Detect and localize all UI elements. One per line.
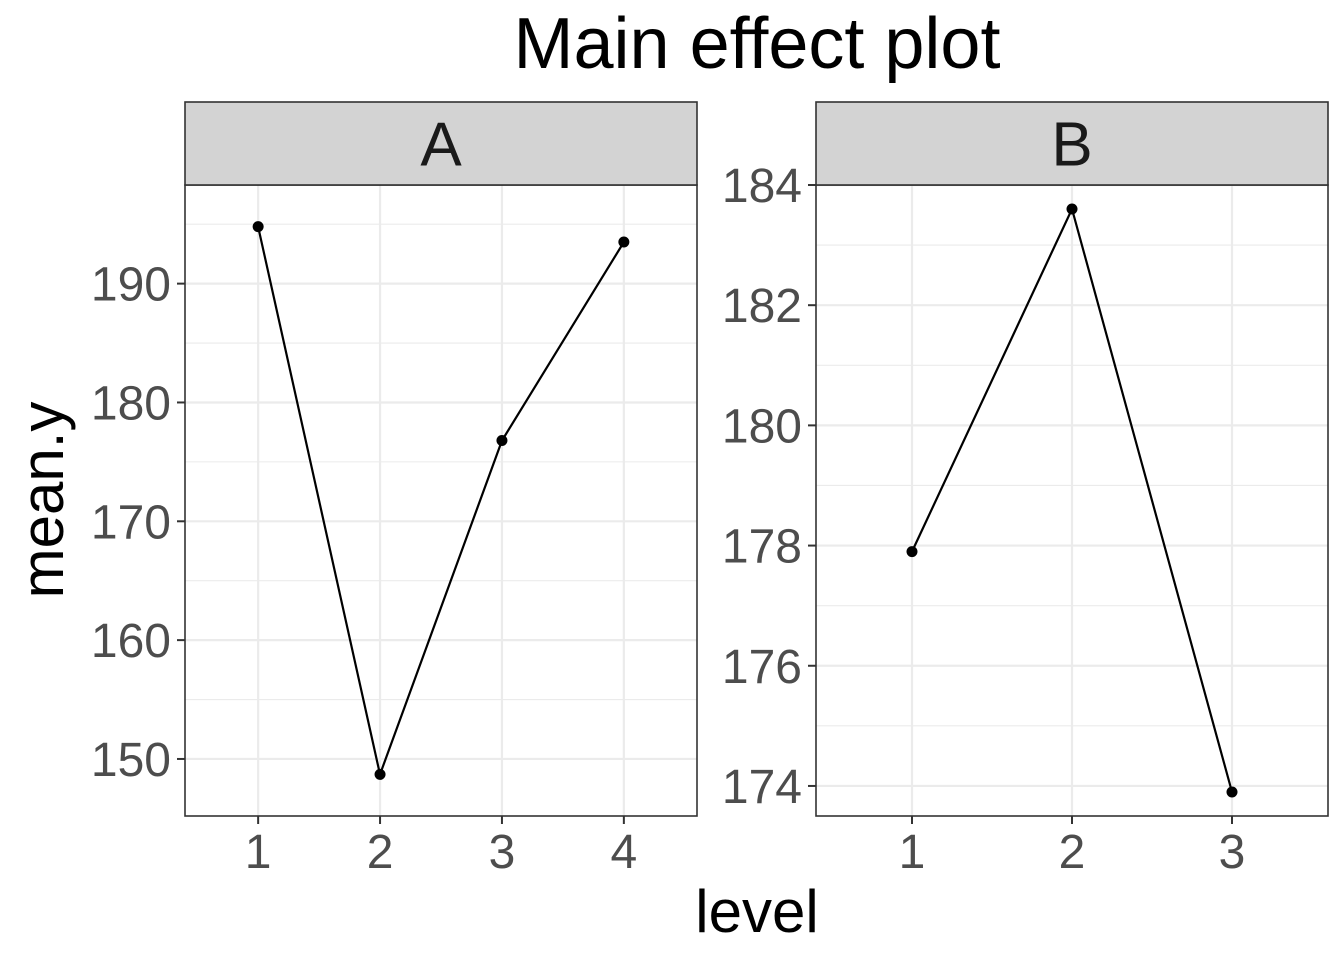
- data-point: [374, 768, 386, 780]
- y-tick-label: 180: [722, 400, 802, 453]
- x-tick-label: 1: [899, 826, 926, 879]
- y-tick-label: 184: [722, 160, 802, 213]
- x-axis-title: level: [695, 878, 818, 945]
- y-axis-title: mean.y: [9, 402, 76, 599]
- data-point: [252, 221, 264, 233]
- chart-title: Main effect plot: [514, 4, 1001, 84]
- facet-strip-label: B: [1051, 111, 1092, 180]
- facet-panels: A 150 160 170 180 190 1 2 3 4 B 174 176 178 180 182 184 1…: [91, 101, 1329, 879]
- y-tick-label: 180: [91, 377, 171, 430]
- y-tick-label: 190: [91, 259, 171, 312]
- x-tick-label: 2: [367, 826, 394, 879]
- series-line: [257, 226, 625, 779]
- data-point: [906, 546, 918, 558]
- facet-strip: [815, 101, 1329, 186]
- x-tick-label: 2: [1059, 826, 1086, 879]
- facet-panel-a: A 150 160 170 180 190 1 2 3 4: [91, 101, 698, 879]
- data-point: [496, 434, 508, 446]
- x-tick-label: 3: [489, 826, 516, 879]
- y-tick-label: 170: [91, 496, 171, 549]
- y-tick-label: 150: [91, 734, 171, 787]
- data-point: [1066, 203, 1078, 215]
- y-tick-label: 182: [722, 280, 802, 333]
- y-tick-label: 176: [722, 641, 802, 694]
- x-tick-label: 3: [1219, 826, 1246, 879]
- x-tick-label: 1: [245, 826, 272, 879]
- y-tick-label: 178: [722, 521, 802, 574]
- y-tick-label: 174: [722, 761, 802, 814]
- facet-panel-b: B 174 176 178 180 182 184 1 2 3: [722, 101, 1329, 879]
- y-tick-label: 160: [91, 615, 171, 668]
- facet-strip: [184, 101, 698, 186]
- x-tick-label: 4: [611, 826, 638, 879]
- data-point: [618, 236, 630, 248]
- panel-background: [185, 185, 697, 816]
- data-point: [1226, 786, 1238, 798]
- facet-strip-label: A: [420, 111, 462, 180]
